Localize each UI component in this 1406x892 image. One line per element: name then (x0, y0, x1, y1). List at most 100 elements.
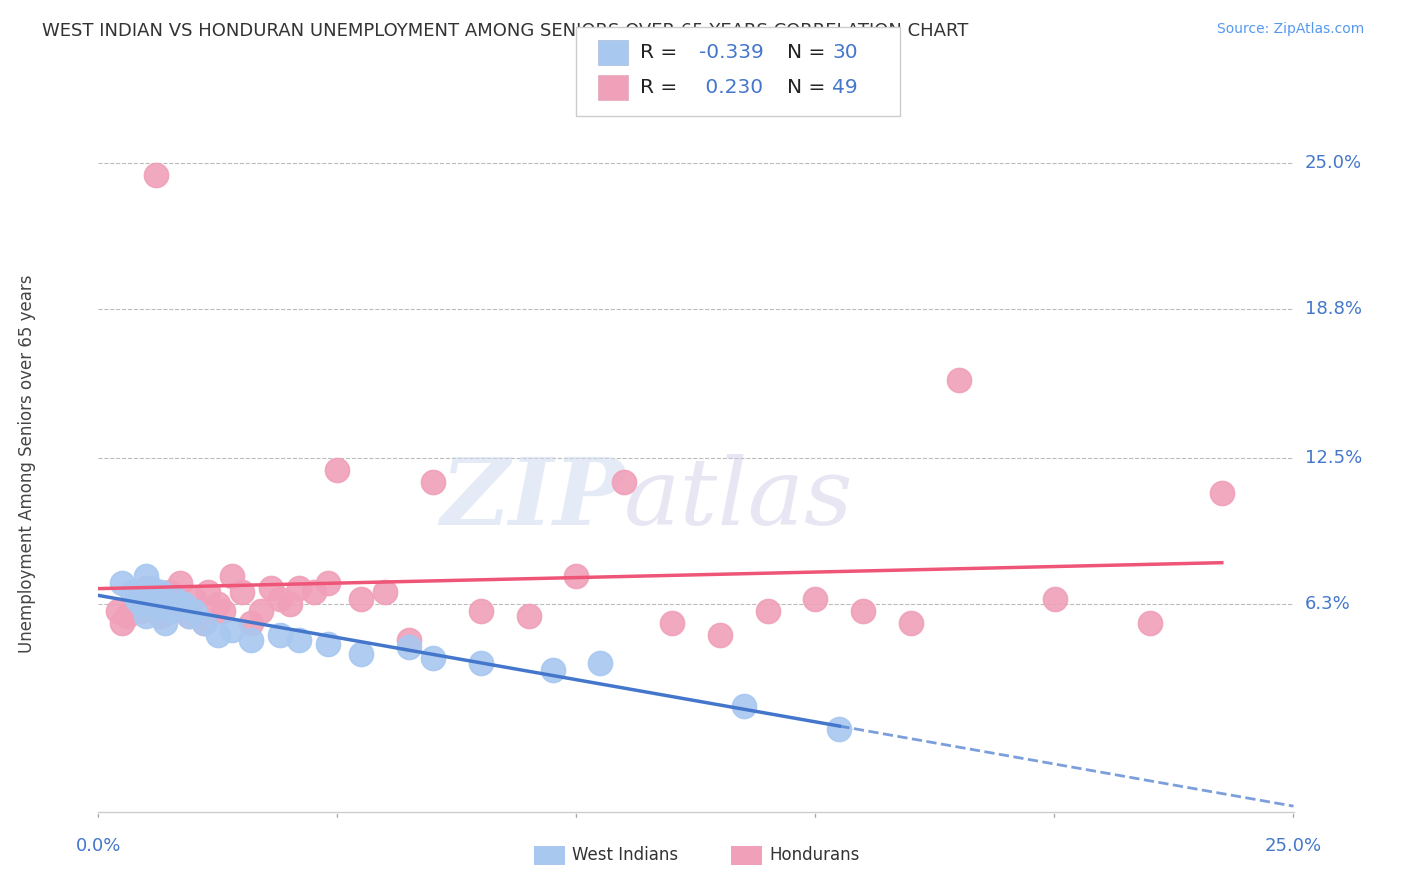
Point (111, 576, 134, 591)
Point (125, 592, 148, 607)
Text: 30: 30 (832, 43, 858, 62)
Text: 0.0%: 0.0% (76, 837, 121, 855)
Point (852, 604, 875, 618)
Point (193, 615, 215, 630)
Point (179, 609, 201, 624)
Point (589, 656, 612, 670)
Point (804, 592, 827, 607)
Point (240, 615, 263, 630)
Point (948, 373, 970, 387)
Point (125, 592, 148, 607)
Point (135, 609, 157, 624)
Text: 18.8%: 18.8% (1305, 301, 1361, 318)
Point (169, 576, 191, 591)
Point (211, 604, 233, 618)
Point (733, 698, 755, 713)
Point (159, 585, 181, 599)
Point (326, 463, 349, 477)
Point (1139, 615, 1161, 630)
Point (422, 651, 444, 665)
Text: R =: R = (640, 43, 676, 62)
Point (302, 585, 325, 599)
Point (149, 609, 172, 624)
Point (398, 632, 420, 647)
Point (173, 604, 195, 618)
Point (316, 576, 339, 591)
Text: atlas: atlas (624, 454, 853, 543)
Point (145, 168, 167, 182)
Text: West Indians: West Indians (572, 847, 678, 864)
Point (139, 597, 162, 611)
Text: 25.0%: 25.0% (1265, 837, 1322, 855)
Text: Unemployment Among Seniors over 65 years: Unemployment Among Seniors over 65 years (18, 275, 35, 653)
Point (155, 615, 177, 630)
Point (135, 569, 157, 583)
Point (1043, 592, 1066, 607)
Point (661, 615, 683, 630)
Point (541, 663, 564, 677)
Point (259, 581, 281, 595)
Point (163, 592, 186, 607)
Point (756, 604, 779, 618)
Point (221, 569, 243, 583)
Text: R =: R = (640, 78, 676, 97)
Point (115, 609, 138, 624)
Text: WEST INDIAN VS HONDURAN UNEMPLOYMENT AMONG SENIORS OVER 65 YEARS CORRELATION CHA: WEST INDIAN VS HONDURAN UNEMPLOYMENT AMO… (42, 22, 969, 40)
Point (470, 604, 492, 618)
Text: Source: ZipAtlas.com: Source: ZipAtlas.com (1216, 22, 1364, 37)
Point (278, 597, 301, 611)
Point (207, 597, 229, 611)
Text: N =: N = (787, 78, 825, 97)
Point (197, 585, 219, 599)
Point (173, 597, 195, 611)
Point (709, 628, 731, 642)
Point (145, 599, 167, 614)
Point (374, 585, 396, 599)
Point (250, 604, 273, 618)
Text: ZIP: ZIP (440, 454, 624, 543)
Point (316, 637, 339, 651)
Point (269, 628, 291, 642)
Point (121, 585, 143, 599)
Point (107, 604, 129, 618)
Point (179, 609, 201, 624)
Point (207, 628, 229, 642)
Text: 6.3%: 6.3% (1305, 595, 1350, 613)
Point (159, 599, 181, 614)
Point (350, 592, 373, 607)
Point (149, 585, 172, 599)
Point (111, 615, 134, 630)
Point (139, 581, 162, 595)
Point (131, 597, 153, 611)
Point (517, 609, 540, 624)
Text: N =: N = (787, 43, 825, 62)
Point (828, 722, 851, 736)
Point (1211, 486, 1233, 500)
Point (183, 592, 205, 607)
Text: -0.339: -0.339 (699, 43, 763, 62)
Point (470, 656, 492, 670)
Point (183, 604, 205, 618)
Point (159, 604, 181, 618)
Point (288, 632, 311, 647)
Point (900, 615, 922, 630)
Text: 49: 49 (832, 78, 858, 97)
Point (131, 604, 153, 618)
Point (231, 585, 253, 599)
Text: 25.0%: 25.0% (1305, 154, 1362, 172)
Point (398, 640, 420, 654)
Point (163, 592, 186, 607)
Text: 12.5%: 12.5% (1305, 449, 1362, 467)
Point (193, 615, 215, 630)
Point (350, 647, 373, 661)
Point (135, 581, 157, 595)
Text: Hondurans: Hondurans (769, 847, 859, 864)
Point (269, 592, 291, 607)
Point (613, 475, 636, 489)
Point (288, 581, 311, 595)
Text: 0.230: 0.230 (699, 78, 763, 97)
Point (221, 623, 243, 637)
Point (240, 632, 263, 647)
Point (565, 569, 588, 583)
Point (422, 475, 444, 489)
